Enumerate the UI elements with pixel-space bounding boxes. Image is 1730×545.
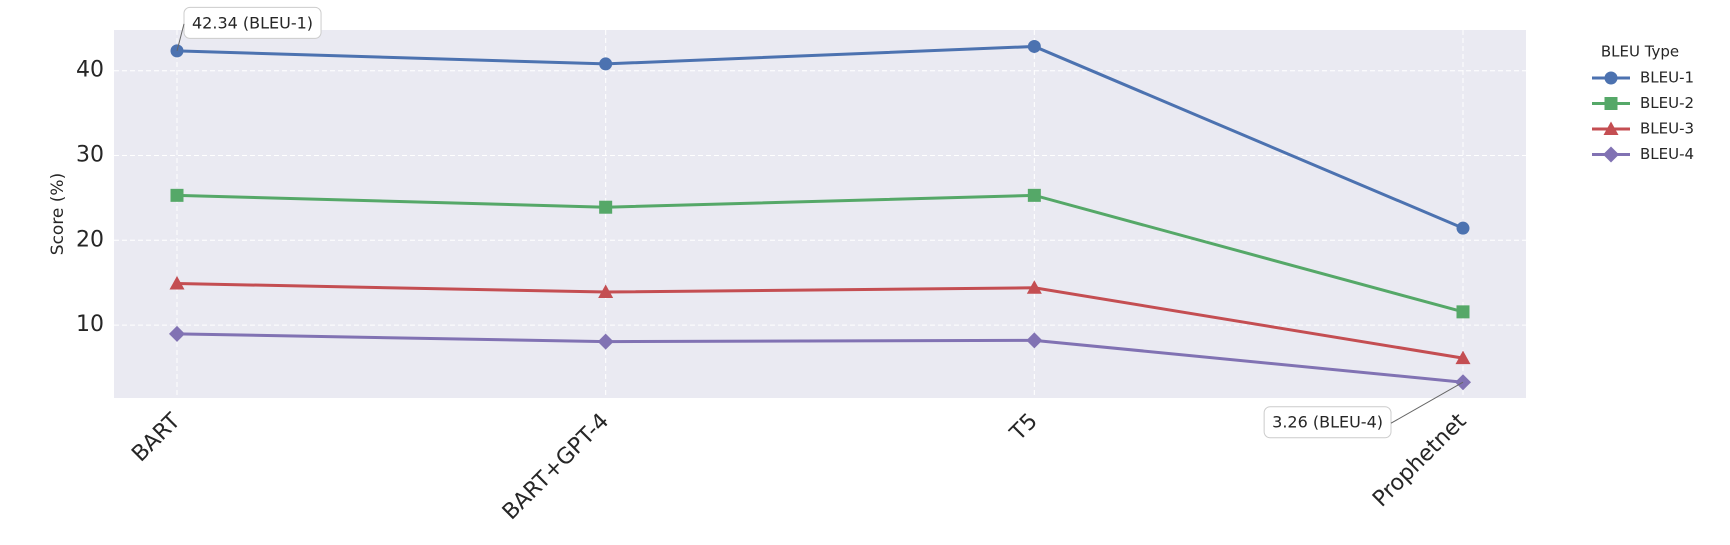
series-line <box>176 193 1464 314</box>
point <box>170 188 184 202</box>
y-tick-label: 10 <box>76 312 104 337</box>
legend-label: BLEU-4 <box>1640 145 1694 163</box>
legend-title: BLEU Type <box>1601 43 1679 61</box>
series-line <box>176 282 1464 360</box>
annotation-box <box>1263 406 1392 439</box>
point <box>1603 121 1619 135</box>
legend-label: BLEU-1 <box>1640 69 1694 87</box>
plot-area <box>114 30 1526 398</box>
x-tick-label: T5 <box>1005 409 1043 447</box>
point <box>1603 146 1619 163</box>
point <box>1026 332 1043 349</box>
point <box>1027 39 1041 53</box>
point <box>599 57 613 71</box>
annotation-arrow <box>1390 381 1464 424</box>
point <box>1455 350 1471 365</box>
y-tick-label: 20 <box>76 227 104 252</box>
point <box>597 333 614 350</box>
point <box>1456 221 1470 235</box>
y-tick-label: 30 <box>76 142 104 167</box>
annotation: 3.26 (BLEU-4) <box>1272 413 1383 432</box>
y-tick-label: 40 <box>76 58 104 83</box>
annotation-box <box>183 6 322 39</box>
legend-label: BLEU-3 <box>1640 120 1694 138</box>
x-tick-label: BART+GPT-4 <box>498 409 614 525</box>
legend-label: BLEU-2 <box>1640 94 1694 112</box>
point <box>169 276 185 290</box>
point <box>598 284 614 299</box>
point <box>169 325 185 342</box>
point <box>1604 71 1618 85</box>
point <box>1027 188 1041 202</box>
point <box>1604 97 1618 110</box>
point <box>1026 280 1042 294</box>
x-tick-label: BART <box>127 408 186 467</box>
annotation-arrow <box>176 23 185 51</box>
point <box>599 200 613 214</box>
point <box>1456 305 1470 319</box>
series-line <box>176 332 1464 384</box>
y-axis-label: Score (%) <box>48 173 68 255</box>
annotation: 42.34 (BLEU-1) <box>192 13 313 32</box>
series-line <box>176 44 1464 230</box>
